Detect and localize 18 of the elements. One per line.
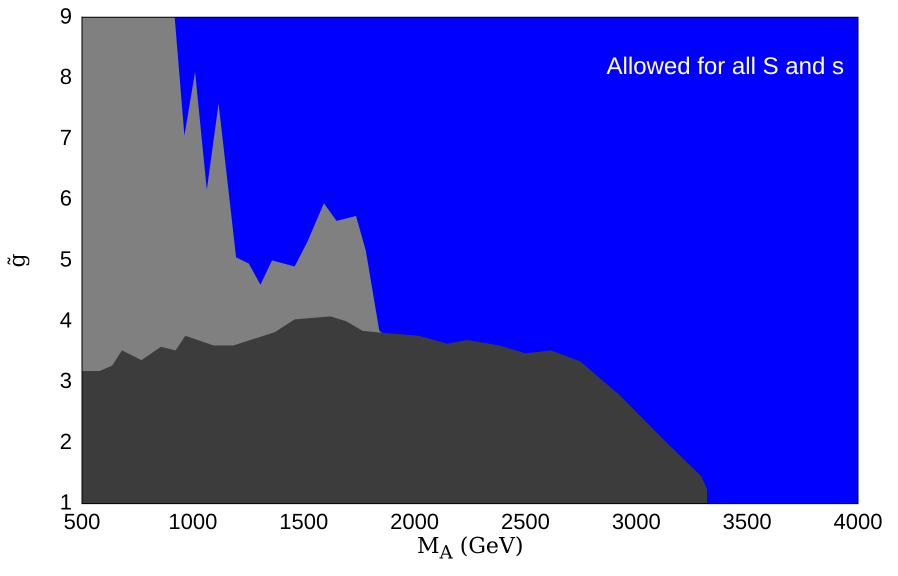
y-axis-title: g̃ xyxy=(6,253,31,268)
x-tick-label: 4000 xyxy=(834,508,882,534)
x-tick-label: 3000 xyxy=(612,508,661,534)
y-tick-label: 8 xyxy=(60,64,72,90)
x-tick-label: 1000 xyxy=(168,508,218,534)
band-label: Allowed for all S and s xyxy=(606,52,844,80)
y-tick-label: 9 xyxy=(60,3,72,28)
x-tick-label: 3500 xyxy=(722,508,772,534)
y-tick-label: 3 xyxy=(60,368,72,394)
x-tick-label: 1500 xyxy=(279,508,328,534)
y-tick-label: 4 xyxy=(60,307,72,332)
x-tick-label: 2000 xyxy=(390,508,440,534)
y-tick-label: 7 xyxy=(60,124,72,150)
y-tick-label: 2 xyxy=(60,428,72,454)
x-tick-label: 2500 xyxy=(500,508,550,534)
y-tick-label: 6 xyxy=(60,186,72,211)
y-tick-label: 5 xyxy=(60,246,72,272)
x-axis-title: M$_{A}$ (GeV) xyxy=(417,534,524,563)
